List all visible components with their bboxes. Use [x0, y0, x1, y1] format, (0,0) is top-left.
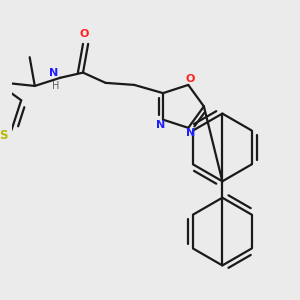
- Text: O: O: [80, 28, 89, 39]
- Text: N: N: [49, 68, 58, 78]
- Text: N: N: [156, 120, 166, 130]
- Text: H: H: [52, 81, 59, 91]
- Text: O: O: [186, 74, 195, 84]
- Text: N: N: [186, 128, 195, 138]
- Text: S: S: [0, 129, 8, 142]
